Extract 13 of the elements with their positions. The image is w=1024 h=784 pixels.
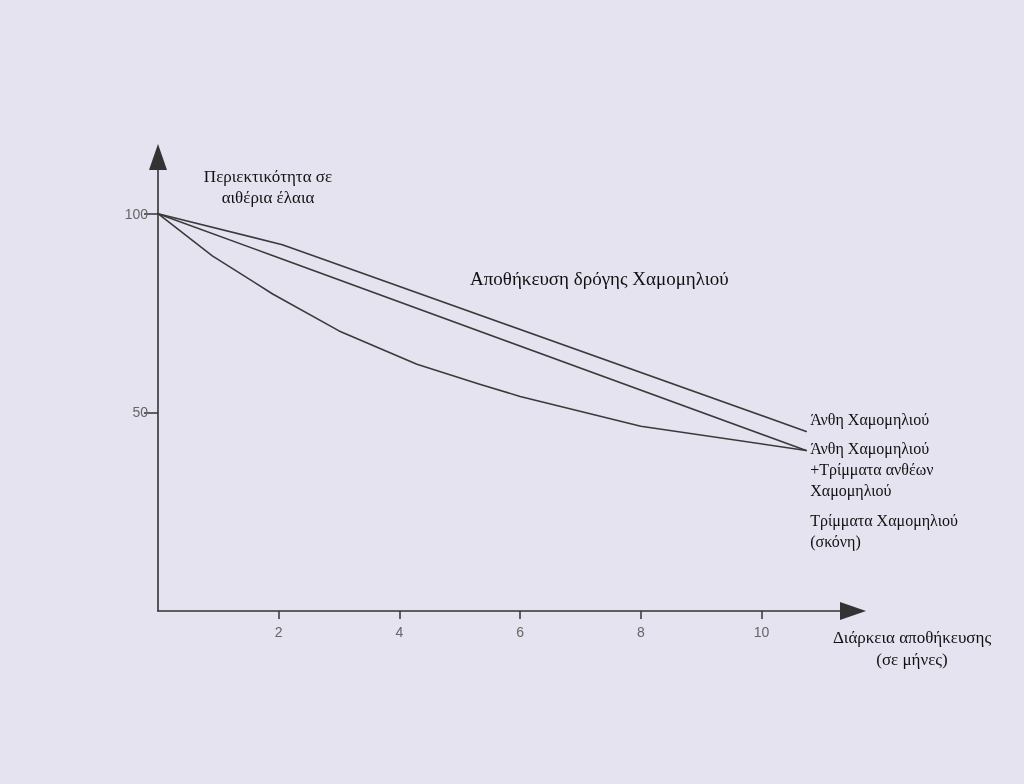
series-label: Άνθη Χαμομηλιού: [810, 410, 930, 429]
x-tick-label: 10: [753, 624, 770, 640]
x-axis-title: Διάρκεια αποθήκευσης (σε μήνες): [832, 627, 992, 669]
x-tick-label: 2: [274, 624, 283, 640]
text: Αποθήκευση δρόγης Χαμομηλιού: [470, 268, 729, 289]
x-tick-label: 4: [395, 624, 404, 640]
y-tick-label: 50: [132, 404, 149, 421]
text: Τρίμματα Χαμομηλιού (σκόνη): [810, 512, 958, 552]
series-label: Άνθη Χαμομηλιού +Τρίμματα ανθέων Χαμομηλιού: [810, 439, 934, 500]
y-axis-title: Περιεκτικότητα σε αιθέρια έλαια: [203, 167, 333, 207]
x-tick-label: 6: [516, 624, 525, 640]
x-tick-label: 8: [636, 624, 645, 640]
y-tick-label: 100: [124, 205, 149, 222]
